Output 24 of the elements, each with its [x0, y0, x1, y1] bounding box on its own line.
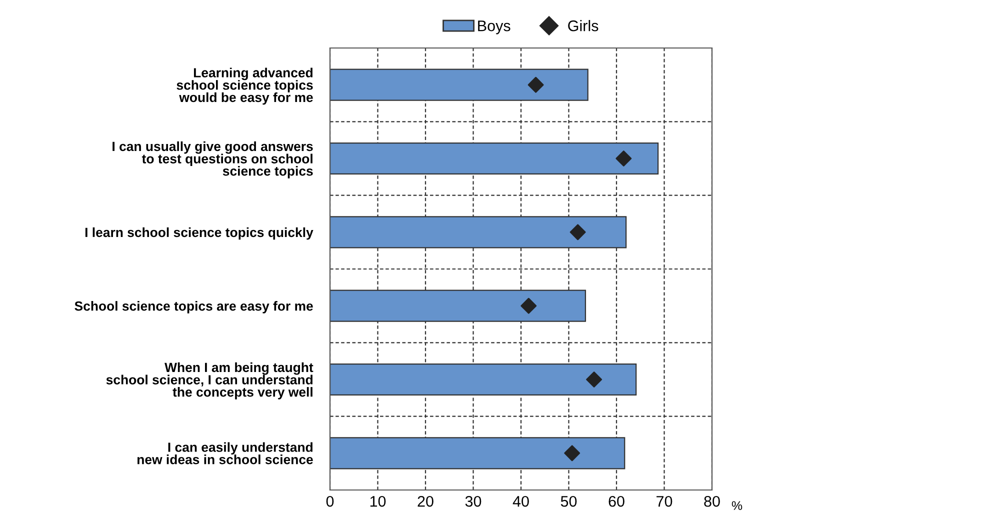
x-tick-label: 30 [465, 496, 482, 507]
x-tick-label: 20 [418, 496, 434, 507]
legend-label: Boys [478, 20, 510, 34]
point [570, 224, 586, 240]
point [528, 76, 544, 93]
point [616, 150, 632, 166]
point [586, 372, 602, 388]
x-tick-label: 80 [704, 496, 720, 507]
x-tick-label: 40 [512, 496, 529, 507]
x-axis-title: % [732, 501, 742, 510]
point [564, 445, 580, 462]
y-tick-label: I can usually give good answers to test questions on school science topics [112, 141, 313, 178]
x-tick-label: 70 [656, 496, 672, 507]
y-tick-label: I learn school science topics quickly [85, 227, 314, 240]
y-tick-label: Learning advanced school science topics would be easy for me [176, 68, 313, 105]
x-tick-label: 50 [560, 496, 577, 507]
legend-label: Girls [568, 20, 598, 32]
y-tick-label: School science topics are easy for me [74, 301, 313, 314]
x-tick-label: 0 [326, 496, 334, 507]
y-tick-label: I can easily understand new ideas in school science [137, 442, 313, 464]
x-tick-label: 60 [608, 496, 624, 507]
y-tick-label: When I am being taught school science, I can understand the concepts very well [106, 362, 314, 400]
x-tick-label: 10 [370, 496, 386, 507]
point [520, 298, 537, 314]
